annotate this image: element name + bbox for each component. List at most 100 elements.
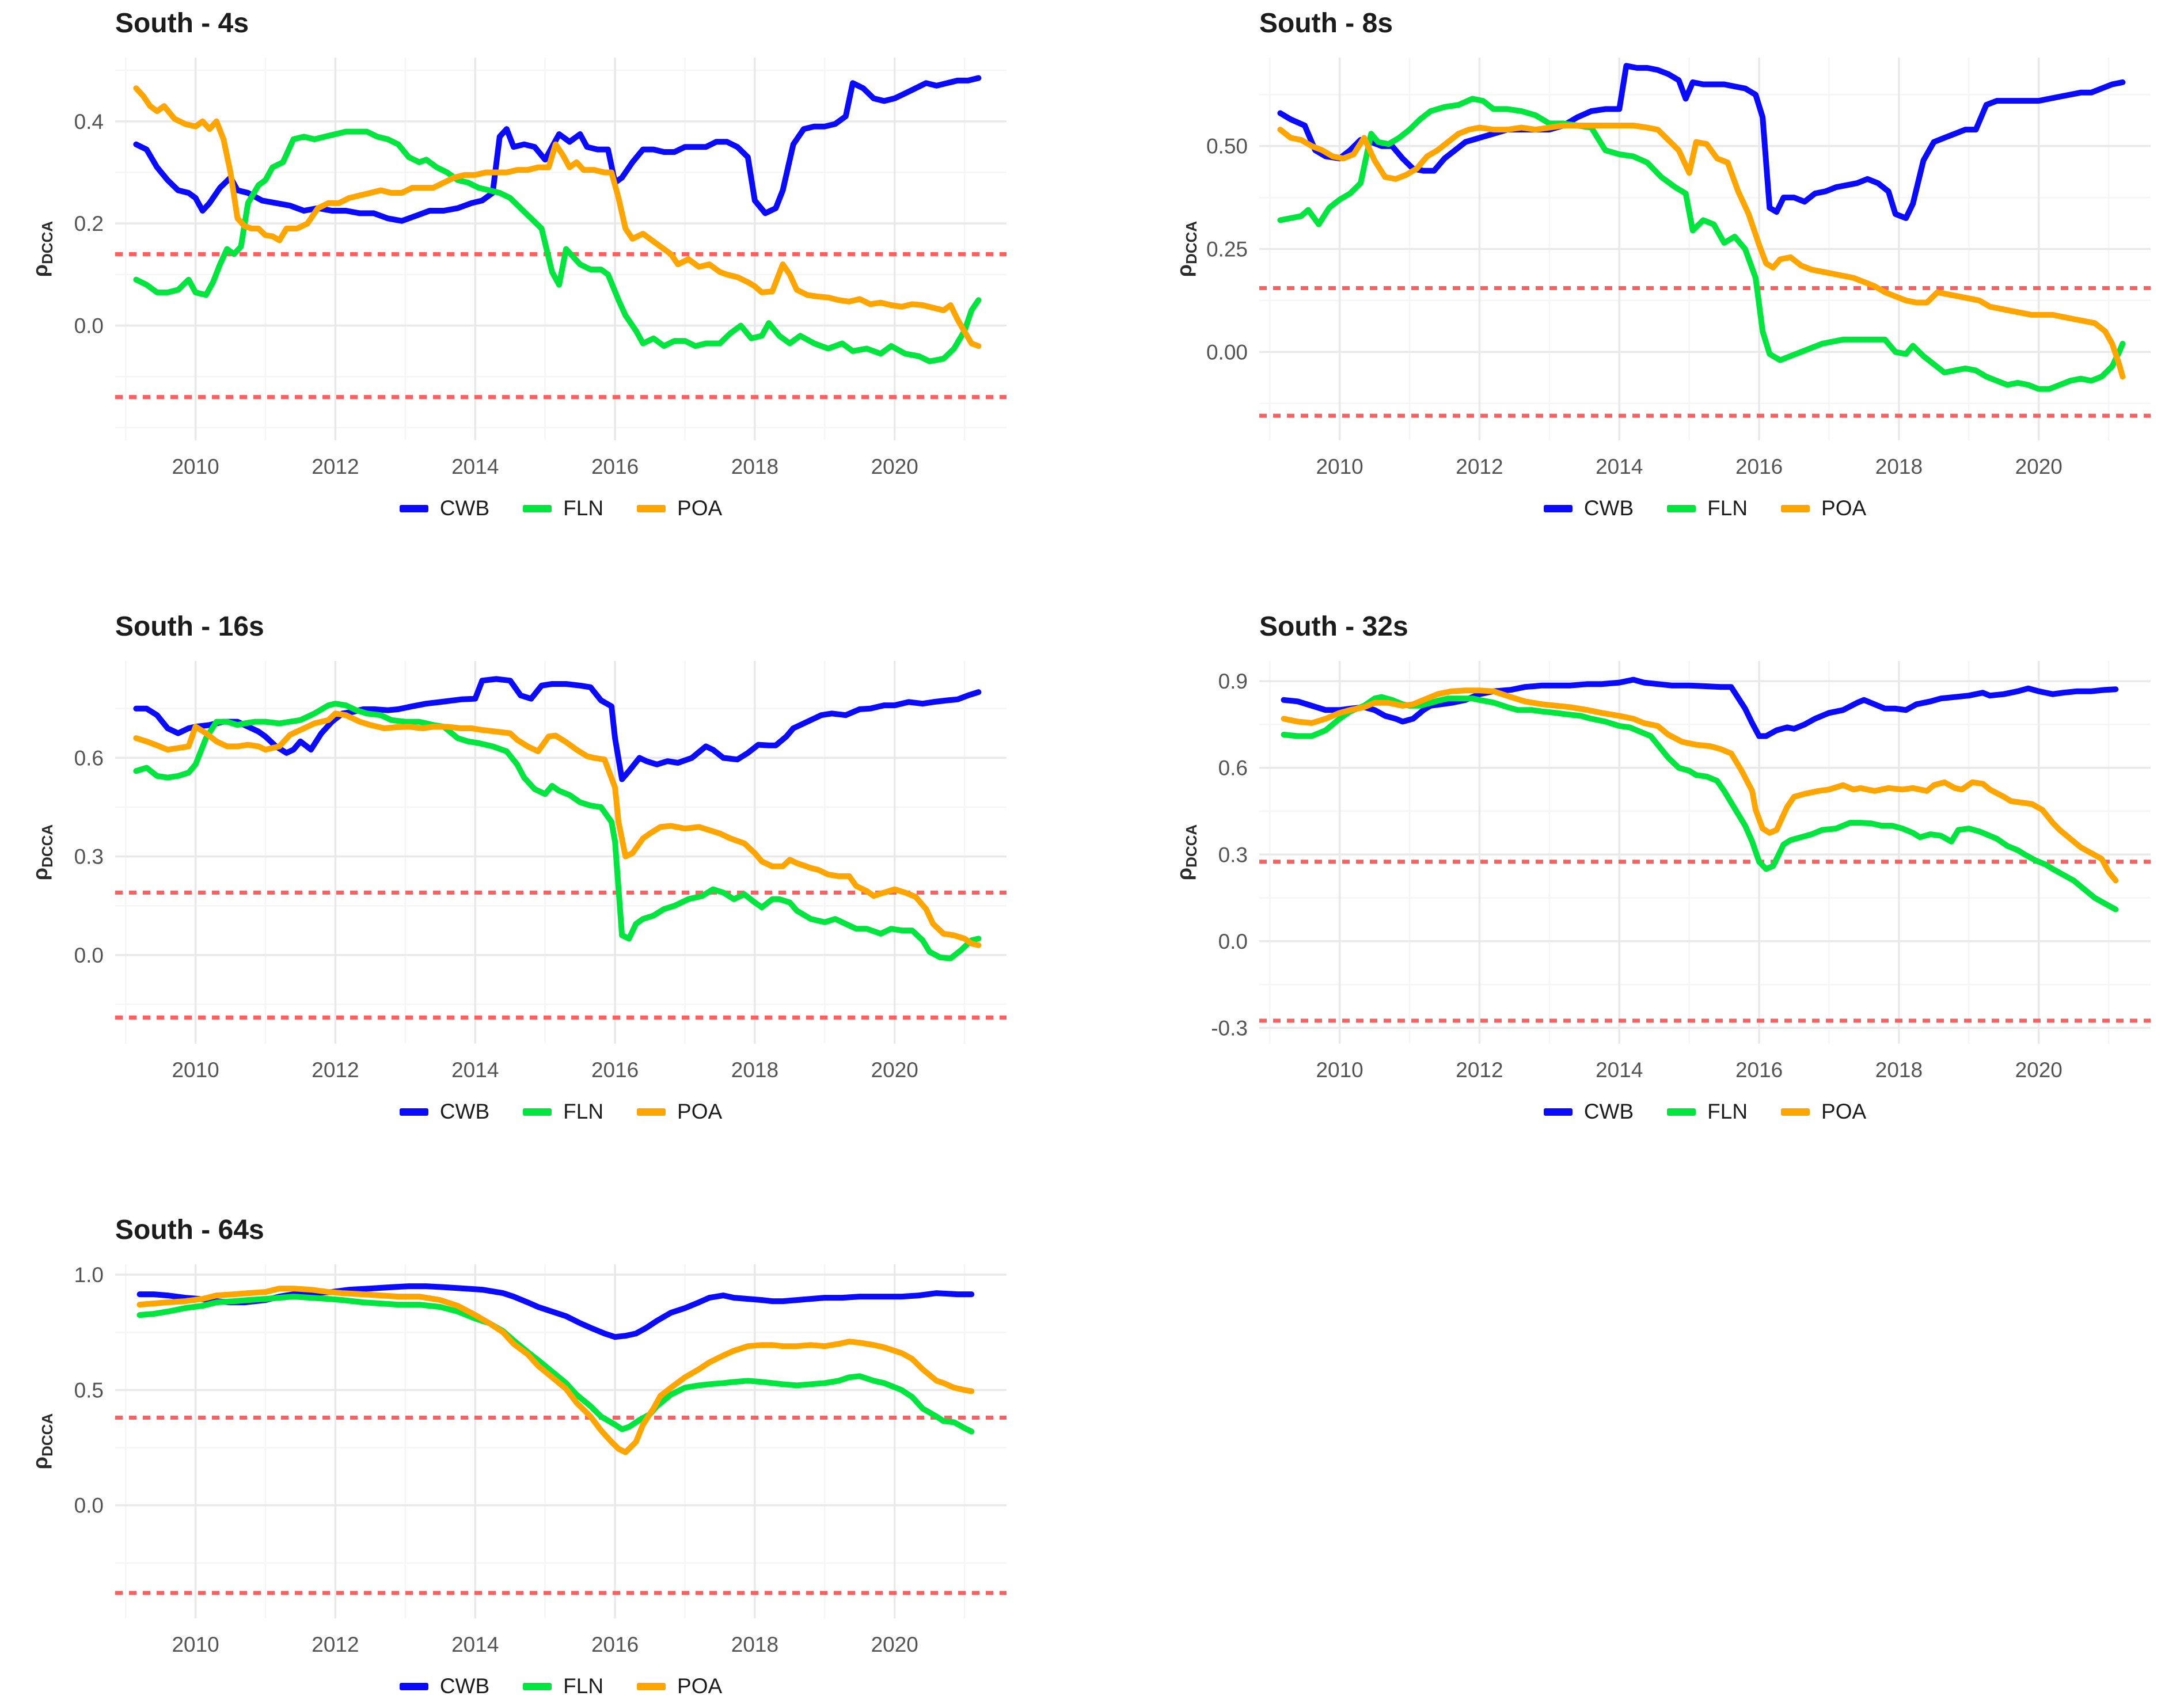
x-tick-label: 2014: [1596, 455, 1643, 478]
chart-title: South - 64s: [115, 1214, 264, 1245]
legend-item-poa: POA: [1781, 496, 1866, 520]
legend-label-poa: POA: [1821, 1100, 1867, 1123]
x-tick-label: 2018: [731, 1633, 778, 1656]
legend-label-fln: FLN: [563, 1100, 604, 1123]
series-line-poa: [133, 710, 982, 948]
y-axis-label: ρDCCA: [28, 221, 56, 277]
legend: CWB FLN POA: [1259, 496, 2151, 520]
y-tick-label: -0.3: [1211, 1016, 1248, 1040]
x-tick-label: 2016: [591, 1633, 639, 1656]
legend-swatch-poa: [637, 1108, 666, 1116]
x-tick-label: 2016: [591, 455, 639, 478]
plot-south-16s: 0.0 0.3 0.6 2010 2012 2014 2016 2018 2020 ρDCCA: [28, 661, 1006, 1082]
legend-label-poa: POA: [677, 1100, 723, 1123]
series-line-poa: [136, 1286, 975, 1455]
x-tick-label: 2010: [1316, 455, 1363, 478]
series-line-cwb: [133, 75, 982, 224]
x-tick-label: 2014: [451, 1058, 499, 1082]
y-axis-label: ρDCCA: [28, 1413, 56, 1470]
y-tick-label: 0.50: [1206, 135, 1248, 158]
y-tick-label: 0.0: [1218, 930, 1248, 953]
y-axis-label: ρDCCA: [1172, 824, 1200, 881]
legend-item-poa: POA: [1781, 1100, 1866, 1124]
legend-label-fln: FLN: [563, 1674, 604, 1698]
y-tick-label: 0.0: [74, 314, 104, 338]
y-axis-label: ρDCCA: [1172, 221, 1200, 277]
x-tick-label: 2020: [871, 1058, 918, 1082]
y-tick-label: 0.3: [74, 845, 104, 869]
legend-label-cwb: CWB: [439, 496, 490, 520]
plot-south-32s: -0.3 0.0 0.3 0.6 0.9 2010 2012 2014 2016 2018 2020…: [1172, 661, 2151, 1082]
series-line-fln: [133, 701, 982, 961]
series-line-fln: [133, 128, 982, 364]
legend-label-cwb: CWB: [439, 1674, 490, 1698]
chart-south-4s: South - 4s 0.0 0.2 0.4 2010 2012 2014 2016 2018…: [17, 6, 1023, 570]
x-tick-label: 2020: [871, 455, 918, 478]
x-tick-label: 2012: [312, 1633, 359, 1656]
chart-title: South - 32s: [1259, 611, 1408, 642]
legend-item-poa: POA: [637, 1100, 722, 1124]
legend-item-poa: POA: [637, 1674, 722, 1698]
chart-south-16s: South - 16s 0.0 0.3 0.6 2010 2012 2014 2016 201…: [17, 609, 1023, 1173]
series-line-poa: [1281, 687, 2119, 884]
x-tick-label: 2010: [1316, 1058, 1363, 1082]
legend-swatch-fln: [1667, 1108, 1696, 1116]
chart-south-8s: South - 8s 0.00 0.25 0.50 2010 2012 2014 2016 2…: [1161, 6, 2167, 570]
legend: CWB FLN POA: [115, 1100, 1006, 1124]
legend-item-fln: FLN: [523, 1674, 603, 1698]
legend-label-poa: POA: [677, 1674, 723, 1698]
legend-item-fln: FLN: [1667, 496, 1748, 520]
x-tick-label: 2018: [1875, 455, 1923, 478]
legend-label-cwb: CWB: [1583, 1100, 1634, 1123]
legend-swatch-poa: [637, 504, 666, 512]
chart-title: South - 4s: [115, 7, 249, 39]
legend-label-cwb: CWB: [1583, 496, 1634, 520]
y-tick-label: 0.6: [74, 746, 104, 770]
legend-label-fln: FLN: [1707, 496, 1748, 520]
x-tick-label: 2010: [172, 1058, 219, 1082]
x-tick-label: 2012: [312, 455, 359, 478]
x-tick-label: 2010: [172, 455, 219, 478]
legend-label-poa: POA: [1821, 496, 1867, 520]
y-tick-label: 0.4: [74, 110, 104, 134]
x-tick-label: 2012: [312, 1058, 359, 1082]
legend-swatch-cwb: [1543, 1108, 1573, 1116]
y-tick-label: 0.5: [74, 1378, 104, 1402]
legend-item-cwb: CWB: [399, 1100, 489, 1124]
legend-item-cwb: CWB: [1543, 496, 1634, 520]
y-tick-label: 0.25: [1206, 238, 1248, 261]
x-tick-label: 2014: [1596, 1058, 1643, 1082]
legend-swatch-cwb: [399, 504, 428, 512]
chart-title: South - 8s: [1259, 7, 1393, 39]
x-tick-label: 2012: [1456, 1058, 1503, 1082]
plot-south-8s: 0.00 0.25 0.50 2010 2012 2014 2016 2018 2020 ρDCC…: [1172, 58, 2151, 478]
plot-south-64s: 0.0 0.5 1.0 2010 2012 2014 2016 2018 2020 ρDCCA: [28, 1263, 1006, 1656]
series-line-fln: [1277, 96, 2126, 392]
legend-label-fln: FLN: [1707, 1100, 1748, 1123]
legend-swatch-poa: [1781, 1108, 1810, 1116]
legend-item-poa: POA: [637, 496, 722, 520]
legend-item-cwb: CWB: [399, 496, 490, 520]
legend-swatch-fln: [1667, 504, 1696, 512]
x-tick-label: 2012: [1456, 455, 1503, 478]
chart-south-64s: South - 64s 0.0 0.5 1.0 2010 2012 2014 2016 201…: [17, 1212, 1023, 1707]
x-tick-label: 2020: [871, 1633, 918, 1656]
x-tick-label: 2018: [1875, 1058, 1923, 1082]
legend-swatch-cwb: [399, 1682, 428, 1690]
y-tick-label: 0.0: [74, 944, 104, 967]
y-tick-label: 1.0: [74, 1263, 104, 1287]
legend-swatch-cwb: [399, 1108, 428, 1116]
legend-swatch-cwb: [1543, 504, 1573, 512]
legend-item-cwb: CWB: [1543, 1100, 1634, 1124]
y-tick-label: 0.00: [1206, 340, 1248, 364]
x-tick-label: 2018: [731, 455, 778, 478]
legend-swatch-fln: [523, 1682, 552, 1690]
legend: CWB FLN POA: [1259, 1100, 2151, 1124]
chart-title: South - 16s: [115, 611, 264, 642]
x-tick-label: 2016: [591, 1058, 639, 1082]
legend: CWB FLN POA: [115, 1674, 1006, 1698]
y-tick-label: 0.0: [74, 1494, 104, 1518]
series-line-fln: [136, 1294, 975, 1435]
series-line-fln: [1281, 694, 2119, 913]
x-tick-label: 2020: [2015, 1058, 2063, 1082]
